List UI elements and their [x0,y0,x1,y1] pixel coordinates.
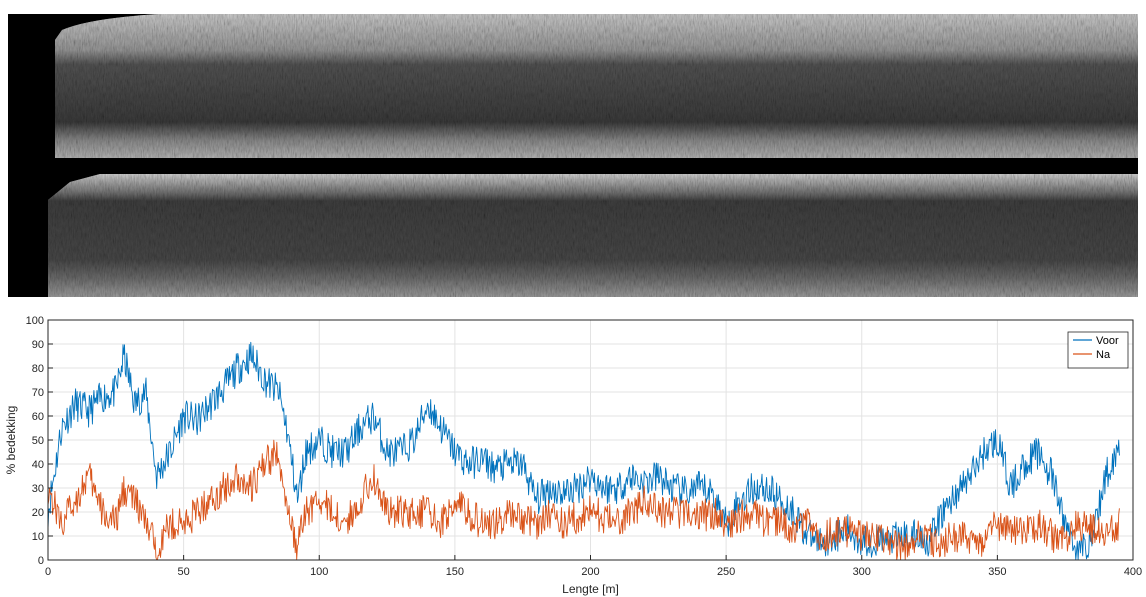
y-tick-label: 50 [32,435,44,447]
x-tick-label: 350 [988,566,1006,578]
series-lines [47,341,1120,561]
legend: Voor Na [1067,331,1129,369]
series-line-voor [47,341,1120,561]
x-tick-label: 400 [1124,566,1142,578]
legend-label: Voor [1096,335,1119,347]
y-tick-label: 60 [32,411,44,423]
axis-ticks: 0 50 100 150 200 250 300 350 400 0 10 20 30 40 50 60 70 8… [26,315,1143,578]
x-tick-label: 0 [45,566,51,578]
x-tick-label: 50 [178,566,190,578]
series-line-na [47,439,1120,561]
x-tick-label: 200 [581,566,599,578]
y-axis-label: % bedekking [4,406,18,475]
x-tick-label: 100 [310,566,328,578]
x-tick-label: 250 [717,566,735,578]
y-tick-label: 70 [32,387,44,399]
legend-label: Na [1096,349,1111,361]
y-tick-label: 80 [32,363,44,375]
x-axis-label: Lengte [m] [562,582,619,596]
y-tick-label: 100 [26,315,44,327]
x-tick-label: 150 [446,566,464,578]
y-tick-label: 40 [32,459,44,471]
y-tick-label: 0 [38,555,44,567]
photo-divider [8,158,1138,174]
photo-panel-before [55,14,1138,158]
x-tick-label: 300 [853,566,871,578]
photo-panels [8,14,1138,297]
y-tick-label: 30 [32,483,44,495]
photo-panel-after [48,174,1138,297]
y-tick-label: 10 [32,531,44,543]
legend-box [1067,331,1129,369]
y-tick-label: 20 [32,507,44,519]
line-chart: 0 50 100 150 200 250 300 350 400 0 10 20 30 40 50 60 70 8… [4,315,1143,596]
y-tick-label: 90 [32,339,44,351]
